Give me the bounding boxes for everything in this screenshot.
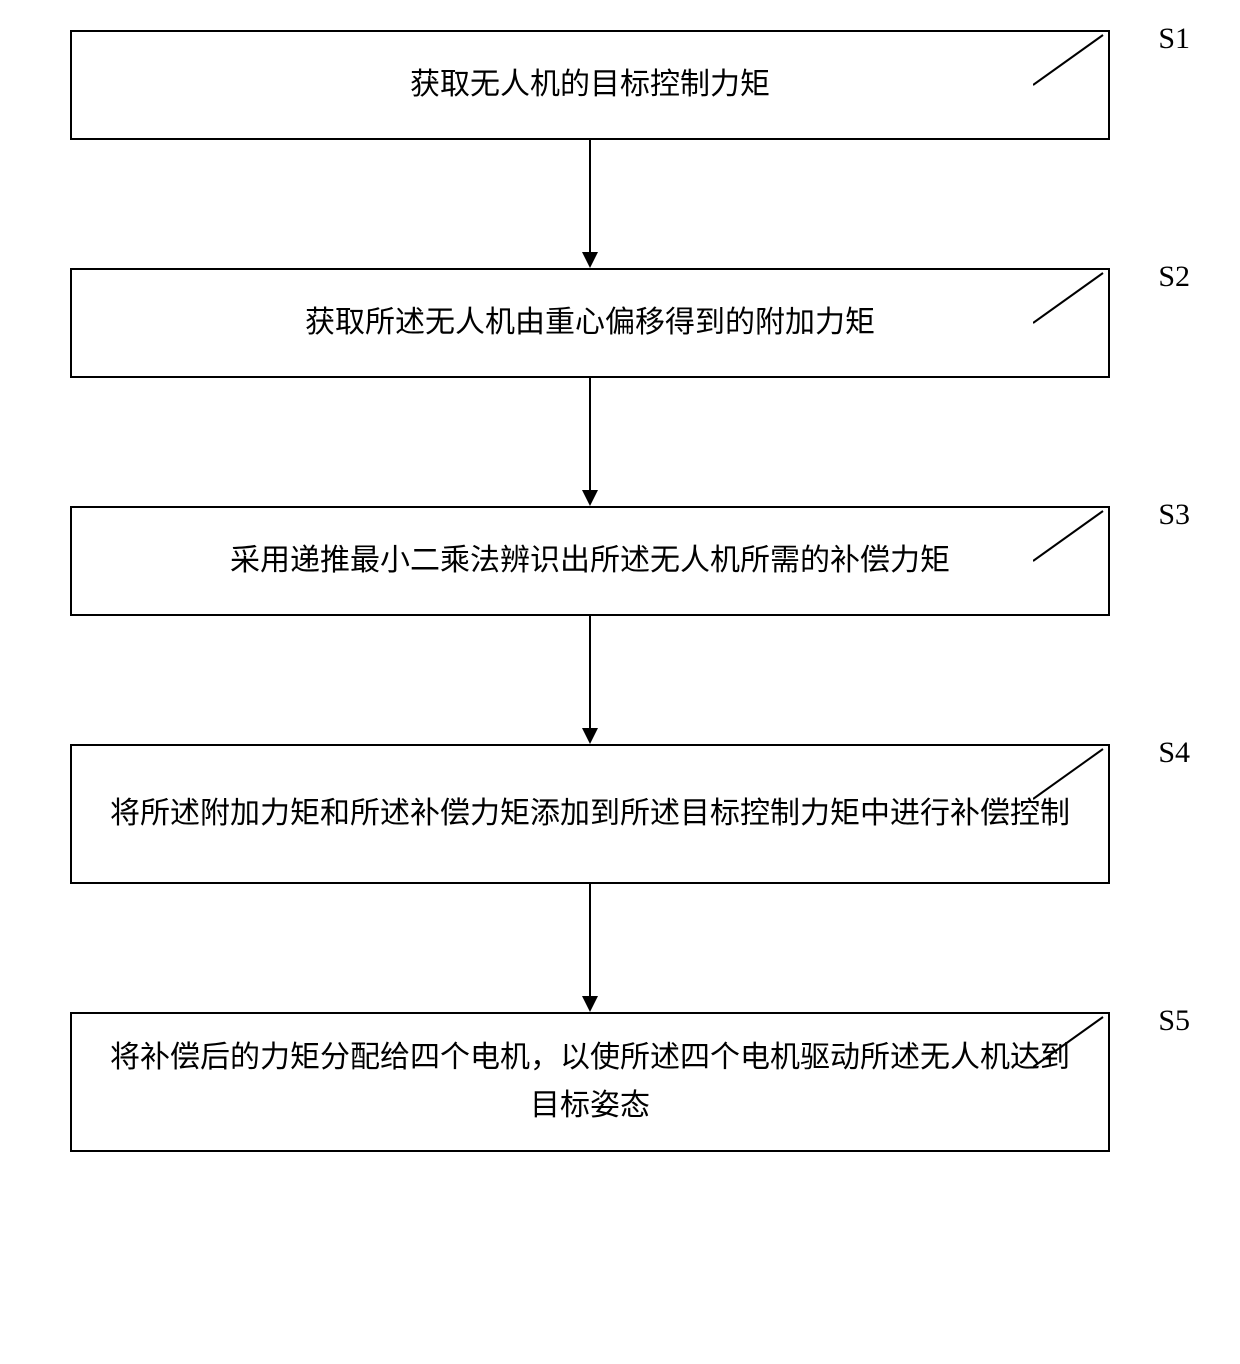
step-label-s3: S3 bbox=[1158, 498, 1190, 532]
connector-line-s2 bbox=[1033, 268, 1108, 328]
step-box-s1: 获取无人机的目标控制力矩 bbox=[70, 30, 1110, 140]
connector-line-s1 bbox=[1033, 30, 1108, 90]
arrow-s1-s2 bbox=[70, 140, 1110, 268]
step-text: 获取无人机的目标控制力矩 bbox=[410, 61, 770, 109]
step-row-s1: 获取无人机的目标控制力矩 S1 bbox=[70, 30, 1110, 140]
step-label-s5: S5 bbox=[1158, 1004, 1190, 1038]
step-row-s4: 将所述附加力矩和所述补偿力矩添加到所述目标控制力矩中进行补偿控制 S4 bbox=[70, 744, 1110, 884]
connector-line-s4 bbox=[1033, 744, 1108, 804]
flowchart-container: 获取无人机的目标控制力矩 S1 获取所述无人机由重心偏移得到的附加力矩 S2 采… bbox=[30, 30, 1210, 1152]
step-label-s4: S4 bbox=[1158, 736, 1190, 770]
arrow-s3-s4 bbox=[70, 616, 1110, 744]
step-box-s4: 将所述附加力矩和所述补偿力矩添加到所述目标控制力矩中进行补偿控制 bbox=[70, 744, 1110, 884]
step-text: 获取所述无人机由重心偏移得到的附加力矩 bbox=[305, 299, 875, 347]
step-box-s3: 采用递推最小二乘法辨识出所述无人机所需的补偿力矩 bbox=[70, 506, 1110, 616]
connector-line-s3 bbox=[1033, 506, 1108, 566]
step-box-s5: 将补偿后的力矩分配给四个电机，以使所述四个电机驱动所述无人机达到目标姿态 bbox=[70, 1012, 1110, 1152]
connector-line-s5 bbox=[1033, 1012, 1108, 1072]
step-box-s2: 获取所述无人机由重心偏移得到的附加力矩 bbox=[70, 268, 1110, 378]
arrow-s4-s5 bbox=[70, 884, 1110, 1012]
step-text: 将所述附加力矩和所述补偿力矩添加到所述目标控制力矩中进行补偿控制 bbox=[110, 790, 1070, 838]
arrow-s2-s3 bbox=[70, 378, 1110, 506]
step-label-s1: S1 bbox=[1158, 22, 1190, 56]
step-text: 将补偿后的力矩分配给四个电机，以使所述四个电机驱动所述无人机达到目标姿态 bbox=[102, 1034, 1078, 1130]
step-row-s3: 采用递推最小二乘法辨识出所述无人机所需的补偿力矩 S3 bbox=[70, 506, 1110, 616]
step-label-s2: S2 bbox=[1158, 260, 1190, 294]
step-row-s5: 将补偿后的力矩分配给四个电机，以使所述四个电机驱动所述无人机达到目标姿态 S5 bbox=[70, 1012, 1110, 1152]
step-row-s2: 获取所述无人机由重心偏移得到的附加力矩 S2 bbox=[70, 268, 1110, 378]
step-text: 采用递推最小二乘法辨识出所述无人机所需的补偿力矩 bbox=[230, 537, 950, 585]
